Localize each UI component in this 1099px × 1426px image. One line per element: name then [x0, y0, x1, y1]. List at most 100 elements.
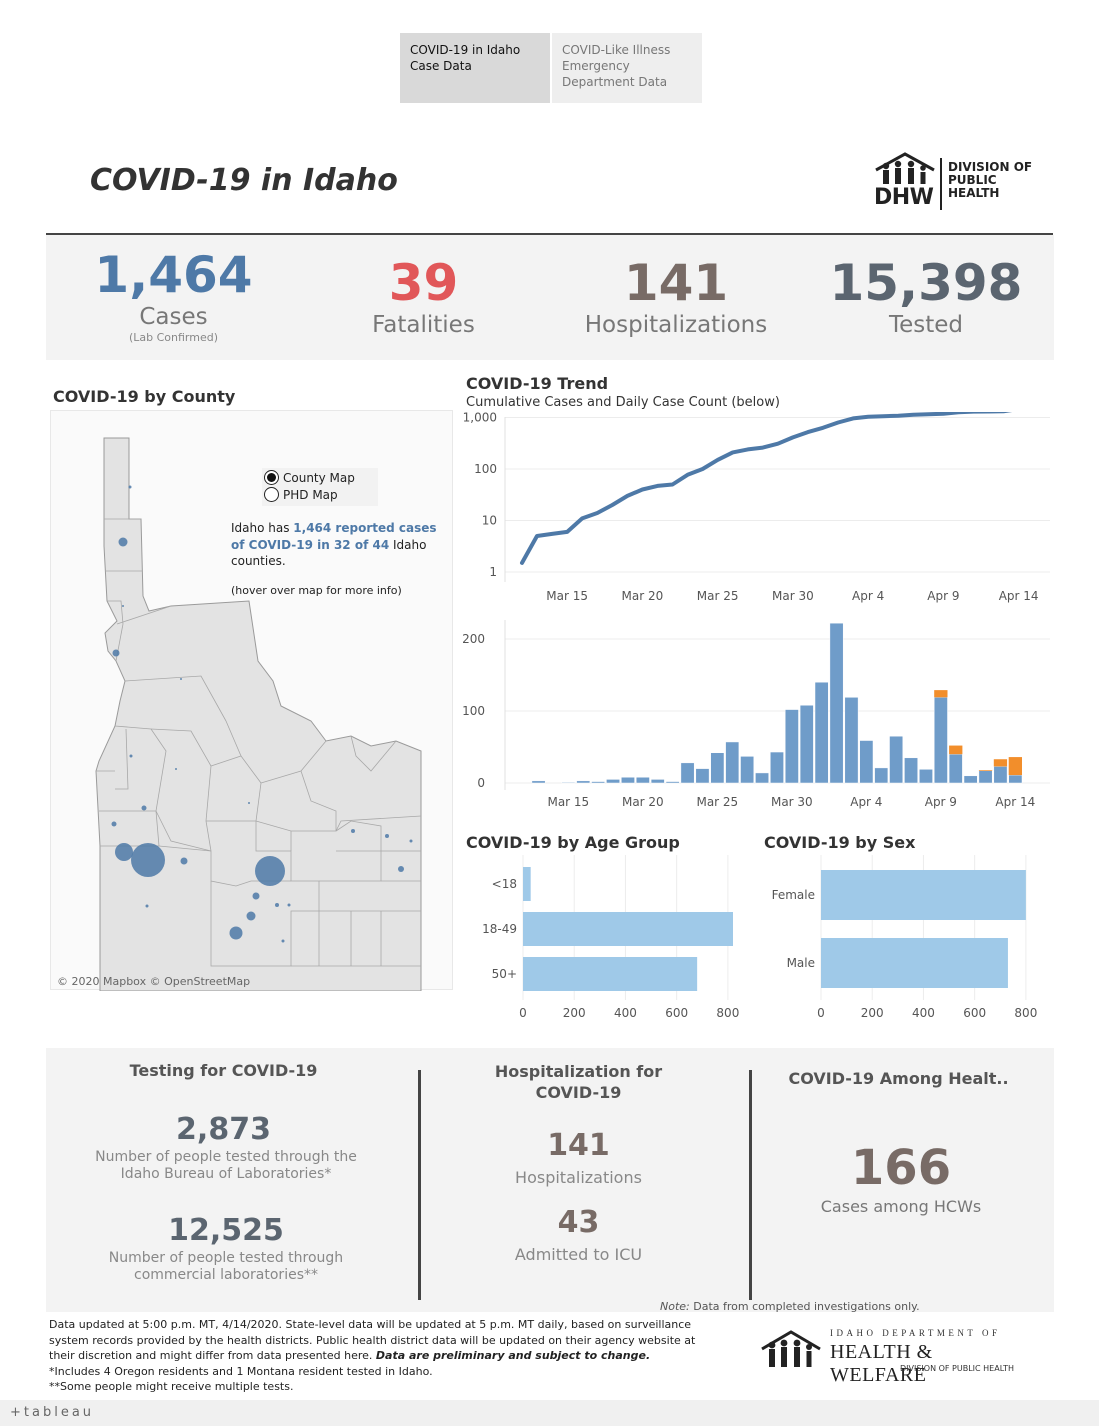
note-post: Idaho counties. — [231, 537, 427, 569]
map-hover-hint: (hover over map for more info) — [231, 584, 402, 597]
bar — [821, 938, 1008, 988]
y-tick-label: 100 — [462, 704, 485, 718]
health-welfare-logo: IDAHO DEPARTMENT OF HEALTH & WELFARE DIV… — [758, 1327, 1018, 1386]
x-tick-label: 200 — [563, 1006, 586, 1020]
hcw-title: COVID-19 Among Healt.. — [788, 1069, 1009, 1088]
y-tick-label: 200 — [462, 632, 485, 646]
note-pre: Idaho has — [231, 521, 294, 535]
daily-bar — [591, 781, 606, 784]
cases-sublabel: (Lab Confirmed) — [128, 331, 219, 344]
kpi-fatalities[interactable]: 39 Fatalities — [336, 255, 511, 339]
sex-bar-chart[interactable]: 0 200 400 600 800 Female Male — [760, 855, 1055, 1030]
testing-title: Testing for COVID-19 — [129, 1061, 318, 1080]
x-tick-label: Apr 4 — [852, 589, 884, 603]
tab-case-data[interactable]: COVID-19 in Idaho Case Data — [400, 33, 550, 103]
daily-bar — [784, 709, 799, 784]
x-tick-label: Mar 30 — [771, 795, 813, 809]
daily-bar — [665, 781, 680, 784]
daily-bar — [770, 751, 784, 784]
tableau-footer: +tableau — [0, 1400, 1099, 1426]
radio-phd-map[interactable]: PHD Map — [264, 487, 338, 502]
daily-bar — [695, 768, 710, 784]
county-title: COVID-19 by County — [53, 387, 236, 406]
tab-cli-ed-data[interactable]: COVID-Like Illness Emergency Department … — [552, 33, 702, 103]
tested-label: Tested — [888, 312, 964, 338]
hcw-label: Cases among HCWs — [820, 1197, 982, 1216]
hospitalizations-summary-value: 141 — [547, 1128, 610, 1163]
category-label: 50+ — [492, 967, 517, 981]
radio-county-map[interactable]: County Map — [264, 470, 355, 485]
daily-bar — [844, 697, 859, 784]
x-tick-label: 600 — [665, 1006, 688, 1020]
daily-bar — [993, 766, 1008, 784]
category-label: Male — [787, 956, 815, 970]
daily-bar — [799, 704, 814, 784]
bar — [821, 870, 1026, 920]
hcw-value: 166 — [850, 1140, 952, 1196]
dph-text: DIVISION OF PUBLIC HEALTH — [948, 161, 1032, 200]
hw-small-text: IDAHO DEPARTMENT OF — [830, 1328, 1001, 1338]
map-type-toggle — [262, 468, 378, 506]
x-tick-label: Mar 25 — [696, 795, 738, 809]
dhw-abbr: DHW — [874, 185, 934, 210]
hw-sub-text: DIVISION OF PUBLIC HEALTH — [900, 1364, 1014, 1373]
daily-bar — [904, 757, 918, 784]
radio-selected-icon[interactable] — [264, 470, 279, 485]
y-tick-label: 0 — [477, 776, 485, 790]
bar — [523, 912, 733, 946]
radio-phd-label: PHD Map — [283, 487, 338, 502]
header-divider — [46, 233, 1053, 235]
county-map[interactable] — [50, 410, 454, 992]
age-title: COVID-19 by Age Group — [466, 833, 680, 852]
tableau-logo[interactable]: +tableau — [10, 1405, 95, 1420]
daily-bar — [755, 772, 769, 784]
daily-bar — [963, 775, 978, 784]
idaho-map-svg[interactable] — [51, 411, 454, 992]
x-tick-label: Mar 20 — [622, 795, 664, 809]
x-tick-label: Apr 14 — [999, 589, 1039, 603]
daily-bar — [561, 782, 576, 784]
fatalities-label: Fatalities — [372, 312, 475, 338]
daily-bar-chart[interactable]: 200 100 0 Mar 15 Mar 20 Mar 25 Mar 30 Apr 4 Apr … — [455, 620, 1065, 815]
footer-line2: *Includes 4 Oregon residents and 1 Monta… — [49, 1364, 433, 1378]
hw-big-text: HEALTH & WELFARE — [830, 1341, 933, 1386]
separator-1 — [418, 1070, 421, 1300]
footer-line1: Data updated at 5:00 p.m. MT, 4/14/2020.… — [49, 1318, 696, 1362]
trend-subtitle: Cumulative Cases and Daily Case Count (b… — [466, 395, 780, 410]
x-tick-label: Apr 4 — [850, 795, 882, 809]
kpi-hospitalizations[interactable]: 141 Hospitalizations — [566, 255, 786, 339]
y-tick-label: 10 — [482, 514, 497, 528]
commercial-tested-label: Number of people tested through commerci… — [108, 1250, 344, 1283]
note-highlight: 1,464 reported cases of COVID-19 in 32 o… — [231, 521, 437, 552]
hospitalizations-value: 141 — [623, 254, 729, 312]
sex-title: COVID-19 by Sex — [764, 833, 916, 852]
map-note: Idaho has 1,464 reported cases of COVID-… — [231, 520, 446, 570]
radio-unselected-icon[interactable] — [264, 487, 279, 502]
hospitalization-title: Hospitalization for COVID-19 — [494, 1062, 663, 1102]
x-tick-label: 0 — [817, 1006, 825, 1020]
daily-bar — [829, 622, 844, 784]
cumulative-line-chart[interactable]: 1,000 100 10 1 Mar 15 Mar 20 Mar 25 Mar 30 Apr 4… — [455, 412, 1065, 612]
footer-line3: **Some people might receive multiple tes… — [49, 1380, 294, 1393]
separator-2 — [749, 1070, 752, 1300]
age-bar-chart[interactable]: 0 200 400 600 800 <18 18-49 50+ — [466, 855, 756, 1030]
bar — [523, 867, 531, 901]
footer-update: Data updated at 5:00 p.m. MT, 4/14/2020.… — [49, 1317, 719, 1364]
daily-bar — [948, 753, 963, 784]
completed-investigations-note: Note: Data from completed investigations… — [660, 1300, 920, 1313]
x-tick-label: 400 — [614, 1006, 637, 1020]
daily-bar — [621, 776, 635, 784]
daily-bar — [874, 767, 889, 784]
x-tick-label: 600 — [963, 1006, 986, 1020]
x-tick-label: Mar 15 — [547, 795, 589, 809]
daily-bar-pending — [949, 745, 963, 755]
daily-bar — [889, 735, 904, 784]
kpi-cases[interactable]: 1,464 Cases (Lab Confirmed) — [66, 247, 281, 344]
daily-bar — [814, 681, 829, 784]
fatalities-value: 39 — [388, 254, 459, 312]
x-tick-label: Apr 9 — [927, 589, 959, 603]
cases-label: Cases — [139, 304, 208, 330]
kpi-tested[interactable]: 15,398 Tested — [826, 255, 1026, 339]
daily-bar — [859, 740, 874, 784]
daily-bar — [978, 770, 993, 784]
